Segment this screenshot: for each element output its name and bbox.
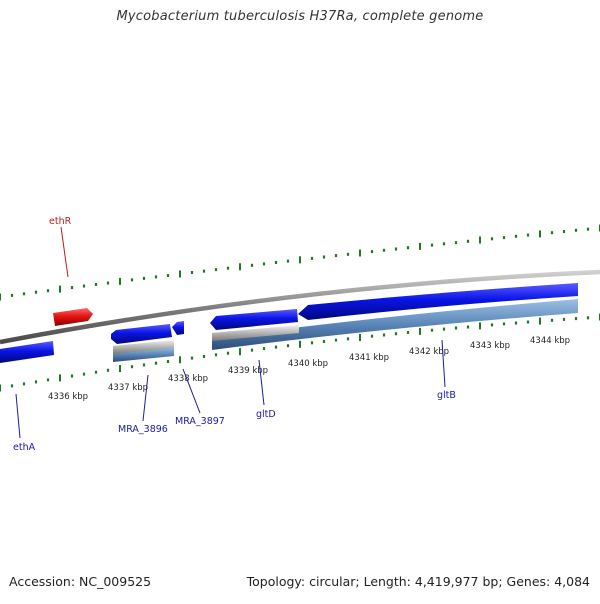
MRA_3897-leader-line (182, 368, 201, 414)
gltB-leader-line (441, 339, 446, 388)
rna-feature-gltD (212, 325, 299, 341)
scale-label: 4336 kbp (48, 392, 88, 402)
gene-gltB-arrow (298, 283, 578, 320)
scale-label: 4340 kbp (288, 359, 328, 369)
gene-label-ethR: ethR (49, 216, 72, 227)
scale-labels: 4336 kbp 4337 kbp 4338 kbp 4339 kbp 4340… (48, 336, 570, 402)
scale-label: 4342 kbp (409, 347, 449, 357)
cds-feature-gltD-gltB (212, 299, 578, 350)
scale-label: 4337 kbp (108, 383, 148, 393)
gene-gltD-arrow (210, 309, 298, 330)
gene-label-MRA_3896: MRA_3896 (118, 424, 168, 435)
MRA_3896-leader-line (142, 374, 149, 422)
gltD-leader-line (258, 359, 265, 406)
ethR-leader-line (60, 226, 69, 278)
inner-tick-ring (0, 313, 600, 392)
accession-text: Accession: NC_009525 (9, 574, 152, 589)
scale-label: 4344 kbp (530, 336, 570, 346)
rna-feature-MRA_3896 (113, 340, 174, 354)
scale-label: 4339 kbp (228, 366, 268, 376)
map-title: Mycobacterium tuberculosis H37Ra, comple… (116, 9, 484, 24)
scale-label: 4341 kbp (349, 353, 389, 363)
scale-label: 4338 kbp (168, 374, 208, 384)
gene-label-MRA_3897: MRA_3897 (175, 416, 225, 427)
gene-ethR-arrow (53, 308, 93, 326)
genome-summary-text: Topology: circular; Length: 4,419,977 bp… (246, 574, 590, 589)
gene-label-gltD: gltD (256, 409, 276, 420)
gene-label-ethA: ethA (13, 442, 36, 453)
genome-backbone (0, 269, 600, 345)
scale-label: 4343 kbp (470, 341, 510, 351)
gene-MRA_3896-arrow (111, 324, 172, 344)
gene-label-gltB: gltB (437, 390, 456, 401)
gene-ethA-arrow (0, 341, 54, 363)
ethA-leader-line (15, 393, 21, 439)
cds-feature-MRA_3896 (113, 347, 174, 362)
outer-tick-ring (0, 224, 600, 301)
gene-MRA_3897-arrow (172, 321, 184, 335)
